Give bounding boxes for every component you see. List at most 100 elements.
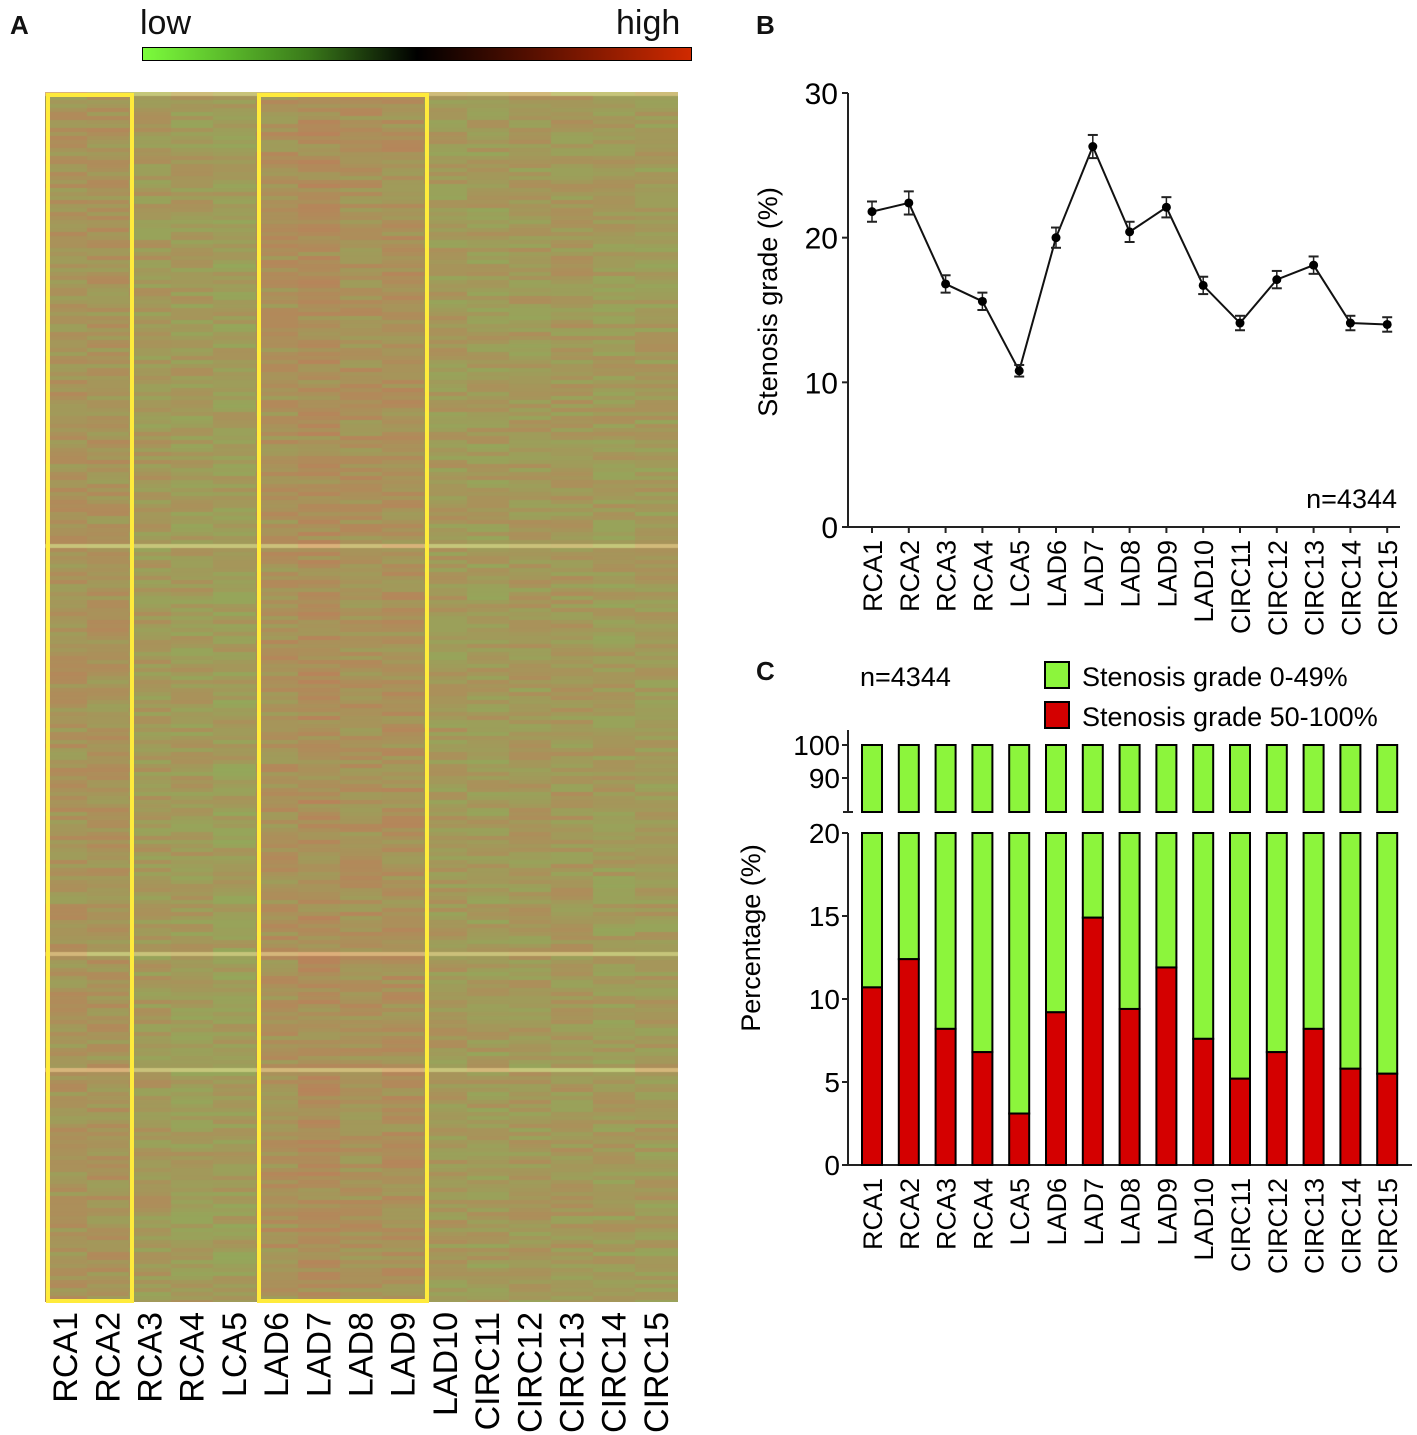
x-tick-label-b: CIRC13 bbox=[1300, 540, 1330, 636]
x-tick-label-c: CIRC13 bbox=[1300, 1178, 1330, 1274]
bar-upper-green bbox=[1081, 744, 1104, 813]
bar-lower-green bbox=[897, 832, 920, 961]
bar-lower-green bbox=[1008, 832, 1031, 1115]
legend-label-red: Stenosis grade 50-100% bbox=[1082, 702, 1378, 732]
x-tick-label-b: RCA3 bbox=[932, 540, 962, 612]
heatmap-column-label: CIRC14 bbox=[596, 1312, 634, 1433]
heatmap-column-label: LAD6 bbox=[258, 1312, 296, 1397]
bar-red bbox=[1081, 916, 1104, 1166]
bar-upper-green bbox=[934, 744, 957, 813]
x-tick-label-b: LAD7 bbox=[1079, 540, 1109, 608]
heatmap-column-label: RCA4 bbox=[174, 1312, 212, 1403]
bar-lower-green bbox=[1376, 832, 1399, 1075]
bar-lower-green bbox=[934, 832, 957, 1030]
bar-upper-green bbox=[971, 744, 994, 813]
heatmap-column-label: CIRC12 bbox=[511, 1312, 549, 1433]
heatmap-canvas bbox=[45, 92, 678, 1302]
panel-label-b: B bbox=[756, 10, 775, 40]
x-tick-label-c: LAD9 bbox=[1152, 1178, 1182, 1246]
bar-upper-green bbox=[1008, 744, 1031, 813]
bar-lower-green bbox=[1192, 832, 1215, 1040]
heatmap-column-label: LAD7 bbox=[300, 1312, 338, 1397]
x-tick-label-b: RCA1 bbox=[858, 540, 888, 612]
x-tick-label-b: CIRC15 bbox=[1373, 540, 1403, 636]
heatmap-column-label: RCA1 bbox=[47, 1312, 85, 1403]
x-tick-label-c: LAD8 bbox=[1116, 1178, 1146, 1246]
x-tick-label-c: RCA2 bbox=[895, 1178, 925, 1250]
x-tick-label-b: CIRC11 bbox=[1226, 540, 1256, 634]
bar-lower-green bbox=[971, 832, 994, 1054]
bar-red bbox=[934, 1027, 957, 1166]
annotation-n-b: n=4344 bbox=[1306, 484, 1397, 514]
bar-red bbox=[1339, 1067, 1362, 1166]
bar-upper-green bbox=[1192, 744, 1215, 813]
x-tick-label-c: CIRC15 bbox=[1373, 1178, 1403, 1274]
scale-high-label: high bbox=[616, 4, 681, 42]
x-tick-label-b: LAD9 bbox=[1152, 540, 1182, 608]
y-tick-label-c: 90 bbox=[809, 763, 840, 794]
data-point bbox=[904, 198, 914, 208]
bar-upper-green bbox=[1339, 744, 1362, 813]
x-tick-label-c: CIRC12 bbox=[1263, 1178, 1293, 1274]
bar-upper-green bbox=[1229, 744, 1251, 813]
data-point bbox=[1345, 318, 1355, 328]
bar-red bbox=[1302, 1027, 1325, 1166]
data-point bbox=[1382, 319, 1392, 329]
heatmap-column-label: CIRC15 bbox=[638, 1312, 676, 1433]
x-tick-label-b: RCA4 bbox=[968, 540, 998, 612]
bar-upper-green bbox=[1118, 744, 1141, 813]
data-point bbox=[1051, 233, 1061, 243]
bar-red bbox=[897, 958, 920, 1166]
highlight-box-rca bbox=[46, 93, 134, 1303]
x-tick-label-c: LAD10 bbox=[1189, 1178, 1219, 1261]
y-tick-label-c: 5 bbox=[824, 1067, 840, 1098]
y-tick-label-b: 20 bbox=[805, 223, 838, 256]
bar-red bbox=[971, 1051, 994, 1166]
bar-upper-green bbox=[1302, 744, 1325, 813]
data-point bbox=[1272, 275, 1282, 285]
bar-red bbox=[1045, 1011, 1067, 1167]
y-axis-label-b: Stenosis grade (%) bbox=[753, 187, 783, 417]
data-point bbox=[867, 207, 877, 217]
bar-red bbox=[1229, 1077, 1251, 1167]
x-tick-label-c: RCA1 bbox=[858, 1178, 888, 1250]
panel-label-a: A bbox=[10, 10, 29, 40]
x-tick-label-b: RCA2 bbox=[895, 540, 925, 612]
x-tick-label-b: LCA5 bbox=[1005, 540, 1035, 608]
heatmap-column-label: LAD10 bbox=[427, 1312, 465, 1416]
x-tick-label-b: LAD10 bbox=[1189, 540, 1219, 623]
scale-low-label: low bbox=[140, 4, 192, 42]
bar-lower-green bbox=[861, 832, 883, 989]
bar-lower-green bbox=[1118, 832, 1141, 1010]
color-scale-bar bbox=[142, 47, 692, 61]
bar-lower-green bbox=[1045, 832, 1067, 1014]
bar-red bbox=[1155, 966, 1178, 1167]
x-tick-label-c: LAD7 bbox=[1079, 1178, 1109, 1246]
y-tick-label-c: 10 bbox=[809, 984, 840, 1015]
bar-red bbox=[861, 986, 883, 1166]
data-point bbox=[1125, 227, 1135, 237]
heatmap-column-label: LAD8 bbox=[343, 1312, 381, 1397]
heatmap-column-label: LAD9 bbox=[385, 1312, 423, 1397]
bar-upper-green bbox=[1155, 744, 1178, 813]
data-point bbox=[1309, 260, 1319, 270]
x-tick-label-c: LCA5 bbox=[1005, 1178, 1035, 1246]
x-tick-label-b: LAD8 bbox=[1116, 540, 1146, 608]
bar-red bbox=[1192, 1037, 1215, 1166]
bar-lower-green bbox=[1081, 832, 1104, 919]
heatmap-column-label: CIRC13 bbox=[554, 1312, 592, 1433]
y-tick-label-c: 20 bbox=[809, 818, 840, 849]
bar-upper-green bbox=[1376, 744, 1399, 813]
data-point bbox=[1088, 142, 1098, 152]
y-tick-label-c: 0 bbox=[824, 1150, 840, 1181]
bar-lower-green bbox=[1229, 832, 1251, 1080]
x-tick-label-c: RCA4 bbox=[968, 1178, 998, 1250]
legend-swatch-green bbox=[1044, 661, 1070, 689]
x-tick-label-c: CIRC14 bbox=[1336, 1178, 1366, 1274]
x-tick-label-b: CIRC12 bbox=[1263, 540, 1293, 636]
x-tick-label-b: CIRC14 bbox=[1336, 540, 1366, 636]
bar-upper-green bbox=[861, 744, 883, 813]
heatmap-column-label: LCA5 bbox=[216, 1312, 254, 1397]
